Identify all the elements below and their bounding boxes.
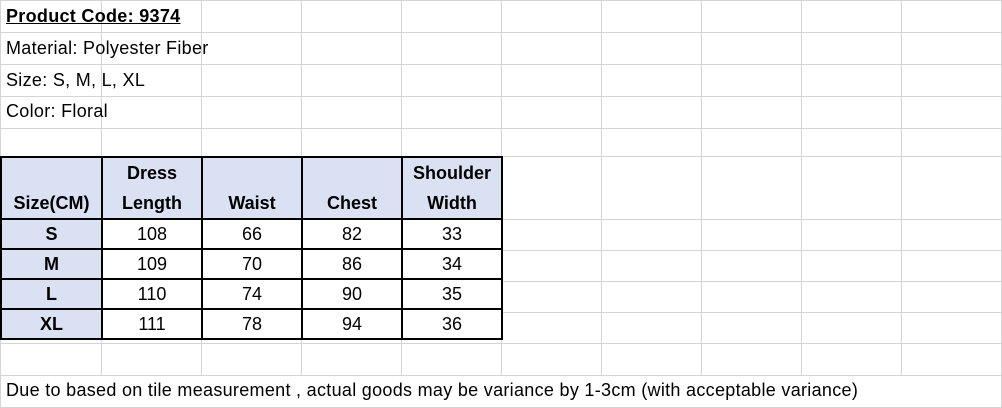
gridline	[0, 128, 1002, 129]
header-size[interactable]: Size(CM)	[0, 156, 103, 220]
value-cell[interactable]: 109	[101, 248, 203, 280]
product-code[interactable]: Product Code: 9374	[6, 6, 181, 26]
header-waist[interactable]: Waist	[201, 156, 303, 220]
size-chart-table: Size(CM) Dress Length Waist Chest Shoulde…	[0, 156, 503, 340]
gridline	[0, 96, 1002, 97]
value-cell[interactable]: 33	[401, 218, 503, 250]
value-cell[interactable]: 82	[301, 218, 403, 250]
value-cell[interactable]: 70	[201, 248, 303, 280]
size-cell[interactable]: M	[0, 248, 103, 280]
gridline	[0, 64, 1002, 65]
value-cell[interactable]: 108	[101, 218, 203, 250]
variance-note[interactable]: Due to based on tile measurement , actua…	[6, 380, 859, 400]
value-cell[interactable]: 34	[401, 248, 503, 280]
table-row: XL 111 78 94 36	[0, 308, 503, 340]
gridline	[0, 0, 1002, 1]
size-cell[interactable]: L	[0, 278, 103, 310]
value-cell[interactable]: 78	[201, 308, 303, 340]
value-cell[interactable]: 94	[301, 308, 403, 340]
gridline	[701, 0, 702, 375]
table-row: S 108 66 82 33	[0, 218, 503, 250]
table-row: L 110 74 90 35	[0, 278, 503, 310]
table-row: M 109 70 86 34	[0, 248, 503, 280]
gridline	[0, 375, 1002, 376]
value-cell[interactable]: 111	[101, 308, 203, 340]
color[interactable]: Color: Floral	[6, 101, 108, 121]
gridline	[601, 0, 602, 375]
header-dress-length[interactable]: Dress Length	[101, 156, 203, 220]
value-cell[interactable]: 74	[201, 278, 303, 310]
value-cell[interactable]: 36	[401, 308, 503, 340]
value-cell[interactable]: 86	[301, 248, 403, 280]
size-cell[interactable]: XL	[0, 308, 103, 340]
gridline	[0, 32, 1002, 33]
value-cell[interactable]: 66	[201, 218, 303, 250]
header-row: Size(CM) Dress Length Waist Chest Shoulde…	[0, 156, 503, 220]
value-cell[interactable]: 35	[401, 278, 503, 310]
size-list[interactable]: Size: S, M, L, XL	[6, 70, 146, 90]
header-chest[interactable]: Chest	[301, 156, 403, 220]
gridline	[801, 0, 802, 375]
size-cell[interactable]: S	[0, 218, 103, 250]
gridline	[0, 343, 1002, 344]
header-shoulder-width[interactable]: Shoulder Width	[401, 156, 503, 220]
gridline	[901, 0, 902, 375]
value-cell[interactable]: 90	[301, 278, 403, 310]
material[interactable]: Material: Polyester Fiber	[6, 38, 209, 58]
value-cell[interactable]: 110	[101, 278, 203, 310]
